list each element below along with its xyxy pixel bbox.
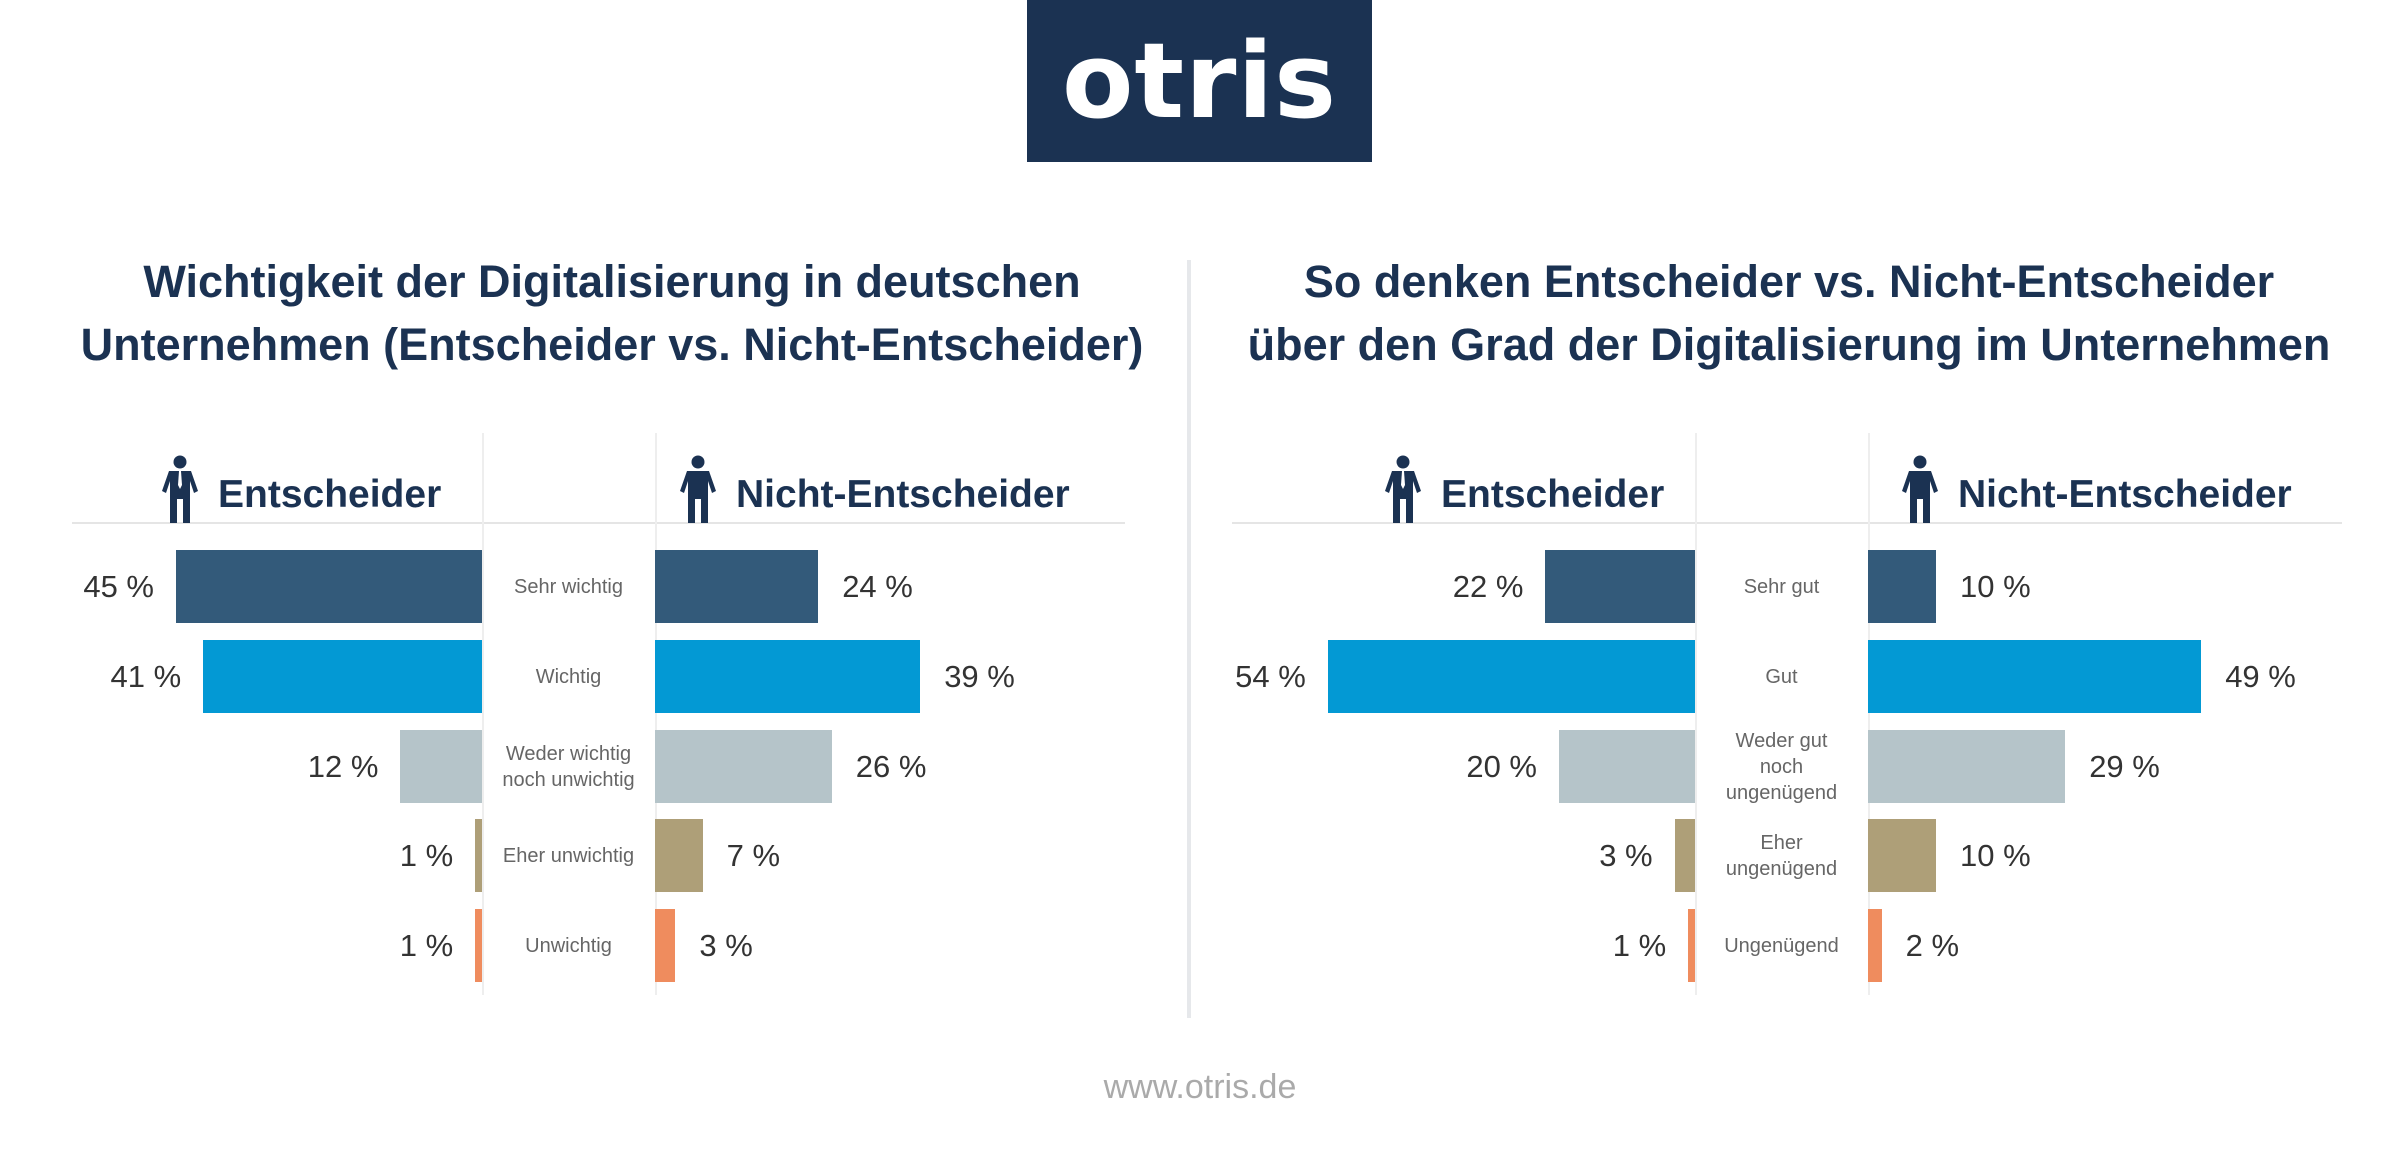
category-text: Weder gut noch ungenügend (1725, 729, 1838, 804)
footer-url[interactable]: www.otris.de (1103, 1068, 1297, 1106)
bar-right (1868, 730, 2066, 803)
bar-left (1545, 550, 1695, 623)
center-column-line (1695, 433, 1697, 995)
value-label-right: 10 % (1960, 569, 2031, 604)
center-column-line (482, 433, 484, 995)
businessman-icon (1383, 455, 1441, 535)
value-label-left: 1 % (1612, 928, 1667, 963)
value-label-left: 45 % (83, 569, 154, 604)
category-text: Gut (1765, 665, 1798, 688)
category-label: Ungenügend (1695, 909, 1868, 982)
bar-left (1327, 640, 1695, 713)
series-name: Entscheider (1441, 473, 1665, 516)
bar-left (1674, 819, 1695, 892)
person-icon (1900, 455, 1958, 535)
value-label-left: 1 % (399, 838, 454, 873)
value-label-right: 26 % (855, 749, 927, 784)
bar-right (655, 550, 819, 623)
bar-left (176, 550, 482, 623)
category-label: Weder gut noch ungenügend (1695, 729, 1868, 804)
bar-right (655, 640, 921, 713)
panel-divider (1187, 260, 1191, 1018)
category-text: Eher ungenügend (1725, 831, 1838, 880)
header-rule (72, 522, 1125, 524)
category-text: Weder wichtig noch unwichtig (502, 742, 635, 791)
chart-title: So denken Entscheider vs. Nicht-Entschei… (1214, 250, 2364, 376)
category-text: Unwichtig (525, 934, 612, 957)
category-text: Sehr gut (1743, 575, 1820, 598)
otris-logo: otris (1027, 0, 1372, 162)
series-name: Nicht-Entscheider (1958, 473, 2292, 516)
category-label: Eher ungenügend (1695, 819, 1868, 892)
value-label-right: 49 % (2225, 659, 2296, 694)
category-label: Gut (1695, 640, 1868, 713)
value-label-right: 10 % (1960, 838, 2031, 873)
chart-title-line: über den Grad der Digitalisierung im Unt… (1247, 319, 2331, 370)
category-text: Ungenügend (1724, 934, 1839, 957)
chart-title-line: Wichtigkeit der Digitalisierung in deuts… (143, 256, 1081, 307)
value-label-left: 22 % (1452, 569, 1524, 604)
bar-left (1559, 730, 1695, 803)
header-rule (1232, 522, 2342, 524)
bar-right (655, 730, 832, 803)
value-label-left: 3 % (1599, 838, 1653, 873)
center-column-line (1868, 433, 1870, 995)
chart-title-line: Unternehmen (Entscheider vs. Nicht-Entsc… (80, 319, 1144, 370)
bar-left (1688, 909, 1695, 982)
category-text: Wichtig (535, 665, 602, 688)
center-column-line (655, 433, 657, 995)
person-icon (678, 455, 736, 535)
category-label: Sehr gut (1695, 550, 1868, 623)
value-label-right: 2 % (1905, 928, 1960, 963)
bar-right (1868, 909, 1882, 982)
chart-title: Wichtigkeit der Digitalisierung in deuts… (37, 250, 1187, 376)
chart-title-line: So denken Entscheider vs. Nicht-Entschei… (1303, 256, 2275, 307)
bar-left (400, 730, 482, 803)
category-label: Wichtig (482, 640, 655, 713)
value-label-right: 39 % (944, 659, 1015, 694)
category-label: Weder wichtig noch unwichtig (482, 730, 655, 803)
category-label: Sehr wichtig (482, 550, 655, 623)
bar-right (1868, 640, 2202, 713)
series-header: Nicht-Entscheider (1900, 455, 2292, 535)
value-label-left: 54 % (1235, 659, 1306, 694)
category-text: Eher unwichtig (502, 844, 635, 867)
value-label-right: 7 % (726, 838, 781, 873)
bar-right (655, 819, 703, 892)
value-label-left: 12 % (307, 749, 379, 784)
value-label-left: 1 % (399, 928, 454, 963)
category-text: Sehr wichtig (514, 575, 623, 598)
value-label-left: 41 % (110, 659, 182, 694)
bar-right (1868, 819, 1936, 892)
bar-left (475, 909, 482, 982)
value-label-right: 29 % (2089, 749, 2160, 784)
value-label-right: 24 % (842, 569, 913, 604)
bar-left (203, 640, 482, 713)
series-header: Nicht-Entscheider (678, 455, 1070, 535)
series-name: Nicht-Entscheider (736, 473, 1070, 516)
series-name: Entscheider (218, 473, 442, 516)
value-label-left: 20 % (1466, 749, 1537, 784)
series-header: Entscheider (1383, 455, 1664, 535)
bar-right (1868, 550, 1936, 623)
category-label: Eher unwichtig (482, 819, 655, 892)
businessman-icon (160, 455, 218, 535)
category-label: Unwichtig (482, 909, 655, 982)
bar-left (475, 819, 482, 892)
series-header: Entscheider (160, 455, 441, 535)
bar-right (655, 909, 676, 982)
value-label-right: 3 % (699, 928, 753, 963)
